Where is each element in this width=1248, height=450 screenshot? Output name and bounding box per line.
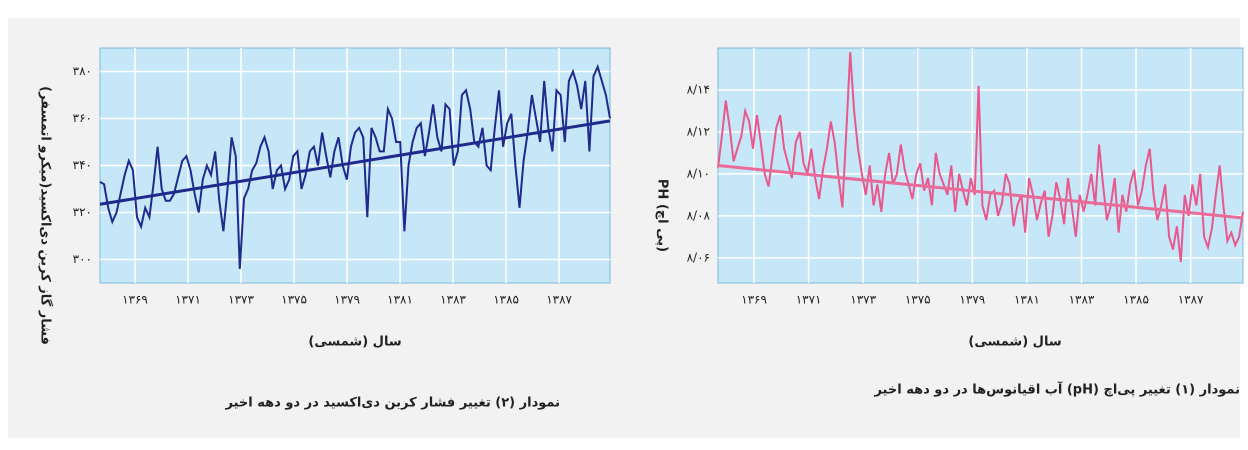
y-axis-label: فشار گاز کربن دی‌اکسید(میکرو اتمسفر) xyxy=(38,86,54,345)
x-tick-label: ۱۳۷۳ xyxy=(228,293,254,307)
x-tick-label: ۱۳۶۹ xyxy=(122,293,148,307)
x-tick-label: ۱۳۷۱ xyxy=(175,293,201,307)
y-tick-label: ۸/۰۸ xyxy=(687,208,711,222)
x-tick-label: ۱۳۸۳ xyxy=(440,293,466,307)
y-tick-label: ۸/۱۴ xyxy=(687,82,710,96)
trend-line xyxy=(99,119,611,206)
caption: نمودار (۱) تغییر پی‌اچ (pH) آب اقیانوس‌ه… xyxy=(873,381,1240,398)
x-tick-label: ۱۳۸۳ xyxy=(1069,293,1095,307)
trend-line xyxy=(717,164,1244,220)
x-tick-label: ۱۳۷۹ xyxy=(334,293,360,307)
x-tick-label: ۱۳۸۱ xyxy=(1014,293,1040,307)
x-tick-label: ۱۳۸۷ xyxy=(1178,293,1204,307)
data-line xyxy=(717,52,1244,263)
x-axis-label: سال (شمسی) xyxy=(308,335,401,350)
y-axis-label: PH (پی اچ) xyxy=(655,179,670,252)
x-tick-label: ۱۳۸۵ xyxy=(1123,293,1149,307)
y-tick-label: ۳۸۰ xyxy=(73,64,92,78)
y-tick-label: ۸/۱۰ xyxy=(687,166,710,180)
x-tick-label: ۱۳۸۱ xyxy=(387,293,413,307)
x-tick-label: ۱۳۸۵ xyxy=(493,293,519,307)
data-line xyxy=(99,63,611,269)
y-tick-label: ۸/۰۶ xyxy=(687,250,710,264)
x-tick-label: ۱۳۷۱ xyxy=(796,293,822,307)
caption: نمودار (۲) تغییر فشار کربن دی‌اکسید در د… xyxy=(224,396,560,411)
y-tick-label: ۳۲۰ xyxy=(73,205,92,219)
x-tick-label: ۱۳۸۷ xyxy=(546,293,572,307)
x-axis-label: سال (شمسی) xyxy=(968,335,1061,350)
x-tick-label: ۱۳۶۹ xyxy=(741,293,767,307)
x-tick-label: ۱۳۷۵ xyxy=(905,293,931,307)
y-tick-label: ۳۴۰ xyxy=(73,158,92,172)
x-tick-label: ۱۳۷۹ xyxy=(959,293,985,307)
x-tick-label: ۱۳۷۵ xyxy=(281,293,307,307)
y-tick-label: ۳۰۰ xyxy=(73,252,92,266)
y-tick-label: ۸/۱۲ xyxy=(687,124,710,138)
x-tick-label: ۱۳۷۳ xyxy=(850,293,876,307)
y-tick-label: ۳۶۰ xyxy=(73,111,92,125)
